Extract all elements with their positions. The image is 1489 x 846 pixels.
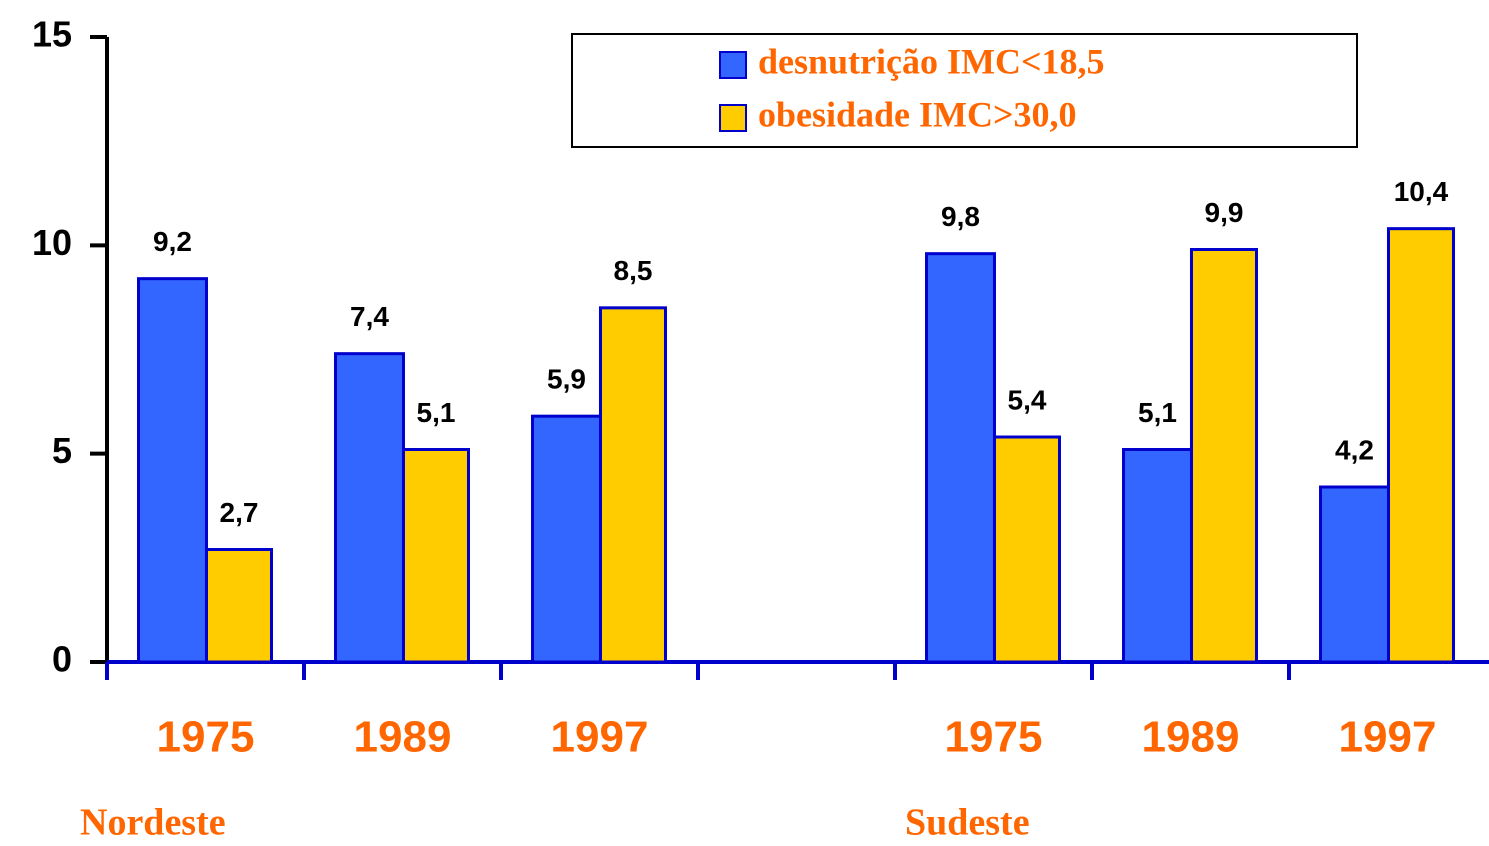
bar [925, 252, 996, 664]
value-label: 5,1 [1138, 397, 1177, 428]
x-tick-label: 1989 [1142, 713, 1240, 762]
group-label: Nordeste [80, 802, 226, 844]
x-tick-label: 1997 [551, 713, 649, 762]
y-tick-label: 5 [52, 430, 72, 471]
value-label: 10,4 [1394, 176, 1449, 207]
value-label: 7,4 [350, 301, 389, 332]
bar [531, 414, 602, 664]
x-tick-label: 1975 [157, 713, 255, 762]
bar [1189, 248, 1258, 664]
value-label: 5,9 [547, 364, 586, 395]
value-label: 5,4 [1008, 384, 1047, 415]
bar [334, 352, 405, 664]
value-label: 9,8 [941, 201, 980, 232]
bar [401, 448, 470, 664]
value-label: 8,5 [614, 255, 653, 286]
bar [598, 306, 667, 664]
legend-swatch [719, 51, 747, 79]
legend-box [571, 33, 1358, 148]
value-label: 9,9 [1205, 197, 1244, 228]
x-tick-label: 1975 [945, 713, 1043, 762]
bar [1319, 485, 1390, 664]
group-label: Sudeste [905, 802, 1030, 844]
value-label: 2,7 [220, 497, 259, 528]
y-tick-label: 10 [32, 222, 72, 263]
bar [204, 548, 273, 664]
bar [1122, 448, 1193, 664]
value-label: 9,2 [153, 226, 192, 257]
value-label: 5,1 [417, 397, 456, 428]
y-tick-label: 0 [52, 639, 72, 680]
legend-label: desnutrição IMC<18,5 [758, 41, 1105, 81]
bar [137, 277, 208, 664]
bar [1386, 227, 1455, 664]
legend-label: obesidade IMC>30,0 [758, 94, 1077, 134]
x-tick-label: 1989 [354, 713, 452, 762]
x-tick-label: 1997 [1339, 713, 1437, 762]
y-tick-label: 15 [32, 14, 72, 55]
legend-swatch [719, 104, 747, 132]
value-label: 4,2 [1335, 434, 1374, 465]
bar [992, 435, 1061, 664]
